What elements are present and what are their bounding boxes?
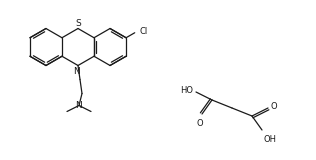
Text: O: O [197,119,203,128]
Text: OH: OH [264,135,277,144]
Text: N: N [74,67,80,76]
Text: HO: HO [180,85,193,95]
Text: O: O [271,101,278,111]
Text: N: N [76,101,82,110]
Text: S: S [75,19,81,28]
Text: Cl: Cl [139,27,148,36]
